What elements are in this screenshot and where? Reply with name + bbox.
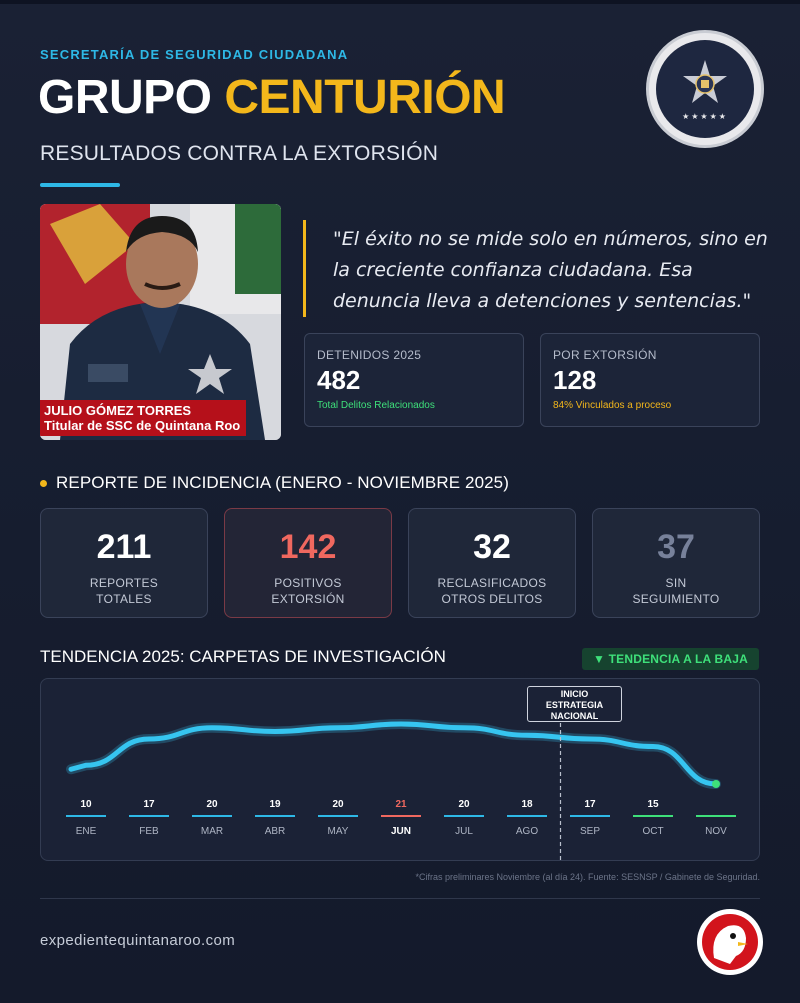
title-underline <box>40 183 120 187</box>
category-label-oct: OCT <box>642 826 663 837</box>
metric-label-line1: RECLASIFICADOS <box>437 576 547 590</box>
report-heading-text: REPORTE DE INCIDENCIA (ENERO - NOVIEMBRE… <box>56 473 509 492</box>
trend-title: TENDENCIA 2025: CARPETAS DE INVESTIGACIÓ… <box>40 647 446 666</box>
footer-divider <box>40 898 760 899</box>
metric-label: SIN SEGUIMIENTO <box>593 575 759 607</box>
value-label-ene: 10 <box>80 799 92 810</box>
metric-card-positivos: 142 POSITIVOS EXTORSIÓN <box>224 508 392 618</box>
trend-line-glow <box>66 718 721 789</box>
official-name: JULIO GÓMEZ TORRES <box>44 403 192 418</box>
police-seal-logo: ★★★★★ <box>646 30 764 148</box>
trend-badge: ▼ TENDENCIA A LA BAJA <box>582 648 759 670</box>
value-label-feb: 17 <box>143 799 155 810</box>
source-footnote: *Cifras preliminares Noviembre (al día 2… <box>415 872 760 882</box>
value-label-oct: 15 <box>647 799 659 810</box>
value-label-jul: 20 <box>458 799 470 810</box>
axis-tick-oct <box>633 815 673 817</box>
metric-label-line1: REPORTES <box>89 576 159 590</box>
axis-tick-abr <box>255 815 295 817</box>
metric-number: 37 <box>657 528 695 566</box>
stat-note: Total Delitos Relacionados <box>317 400 435 411</box>
metric-card-reclasificados: 32 RECLASIFICADOS OTROS DELITOS <box>408 508 576 618</box>
official-photo: JULIO GÓMEZ TORRES Titular de SSC de Qui… <box>40 204 281 440</box>
stat-value: 482 <box>317 365 361 395</box>
value-label-sep: 17 <box>584 799 596 810</box>
metric-label-line2: TOTALES <box>96 592 152 606</box>
page-subtitle: RESULTADOS CONTRA LA EXTORSIÓN <box>40 142 439 165</box>
metric-label: POSITIVOS EXTORSIÓN <box>225 575 391 607</box>
mascot-icon <box>702 914 758 970</box>
report-heading: REPORTE DE INCIDENCIA (ENERO - NOVIEMBRE… <box>40 473 509 493</box>
axis-tick-ene <box>66 815 106 817</box>
title-part-1: GRUPO <box>38 71 212 124</box>
category-label-ago: AGO <box>516 826 538 837</box>
star-emblem-icon <box>683 59 727 103</box>
metric-label-line1: POSITIVOS <box>274 576 342 590</box>
axis-tick-nov <box>696 815 736 817</box>
category-label-jul: JUL <box>455 826 473 837</box>
metric-label: RECLASIFICADOS OTROS DELITOS <box>409 575 575 607</box>
axis-tick-jun <box>381 815 421 817</box>
category-label-feb: FEB <box>139 826 159 837</box>
metric-card-reportes: 211 REPORTES TOTALES <box>40 508 208 618</box>
category-label-jun: JUN <box>391 826 411 837</box>
trend-chart-panel: 10 ENE 17 FEB 20 MAR 19 ABR 20 MAY 21 JUN 20 JUL 18 AGO… <box>40 678 760 862</box>
axis-tick-ago <box>507 815 547 817</box>
official-role: Titular de SSC de Quintana Roo <box>44 418 241 433</box>
category-label-sep: SEP <box>580 826 600 837</box>
stat-note: 84% Vinculados a proceso <box>553 400 672 411</box>
axis-tick-mar <box>192 815 232 817</box>
metric-number: 211 <box>96 528 152 566</box>
metric-label-line2: OTROS DELITOS <box>441 592 543 606</box>
category-label-nov: NOV <box>705 826 727 837</box>
axis-tick-jul <box>444 815 484 817</box>
strategy-marker-label: INICIO ESTRATEGIA NACIONAL <box>527 686 622 722</box>
quote-accent-bar <box>303 220 306 317</box>
value-label-abr: 19 <box>269 799 281 810</box>
stat-card-detenidos: DETENIDOS 2025 482 Total Delitos Relacio… <box>304 333 524 427</box>
metric-label-line1: SIN <box>665 576 687 590</box>
seal-inner-ring: ★★★★★ <box>656 40 754 138</box>
bullet-dot-icon <box>40 479 47 487</box>
marker-line-3: NACIONAL <box>550 711 599 721</box>
stat-card-extorsion: POR EXTORSIÓN 128 84% Vinculados a proce… <box>540 333 760 427</box>
page-title: GRUPO CENTURIÓN <box>38 70 506 126</box>
footer-url-link[interactable]: expedientequintanaroo.com <box>40 932 236 949</box>
metric-label-line2: SEGUIMIENTO <box>632 592 720 606</box>
trend-line <box>68 721 719 787</box>
axis-tick-sep <box>570 815 610 817</box>
category-label-may: MAY <box>328 826 349 837</box>
profile-caption: JULIO GÓMEZ TORRES Titular de SSC de Qui… <box>40 400 247 436</box>
trend-line-chart: 10 ENE 17 FEB 20 MAR 19 ABR 20 MAY 21 JUN 20 JUL 18 AGO… <box>66 718 736 862</box>
stat-label: DETENIDOS 2025 <box>317 348 422 362</box>
value-label-mar: 20 <box>206 799 218 810</box>
header-kicker: SECRETARÍA DE SEGURIDAD CIUDADANA <box>40 47 349 62</box>
metric-label: REPORTES TOTALES <box>41 575 207 607</box>
axis-tick-may <box>318 815 358 817</box>
value-label-jun: 21 <box>395 799 407 810</box>
metric-card-sin-seguimiento: 37 SIN SEGUIMIENTO <box>592 508 760 618</box>
metric-number: 32 <box>473 528 511 566</box>
category-label-mar: MAR <box>201 826 223 837</box>
marker-line-1: INICIO <box>560 689 589 699</box>
axis-tick-feb <box>129 815 169 817</box>
quote-text: "El éxito no se mide solo en números, si… <box>333 228 768 312</box>
seal-stars: ★★★★★ <box>682 111 728 121</box>
stat-value: 128 <box>553 365 597 395</box>
marker-line-2: ESTRATEGIA <box>545 700 604 710</box>
stat-label: POR EXTORSIÓN <box>553 348 657 362</box>
value-label-may: 20 <box>332 799 344 810</box>
top-border <box>0 0 800 4</box>
final-point-marker <box>712 780 720 788</box>
category-label-abr: ABR <box>265 826 286 837</box>
brand-mascot-logo <box>697 909 763 975</box>
value-label-ago: 18 <box>521 799 533 810</box>
metric-number: 142 <box>279 528 337 566</box>
title-part-2: CENTURIÓN <box>224 71 506 124</box>
category-label-ene: ENE <box>76 826 97 837</box>
metric-label-line2: EXTORSIÓN <box>271 592 345 606</box>
